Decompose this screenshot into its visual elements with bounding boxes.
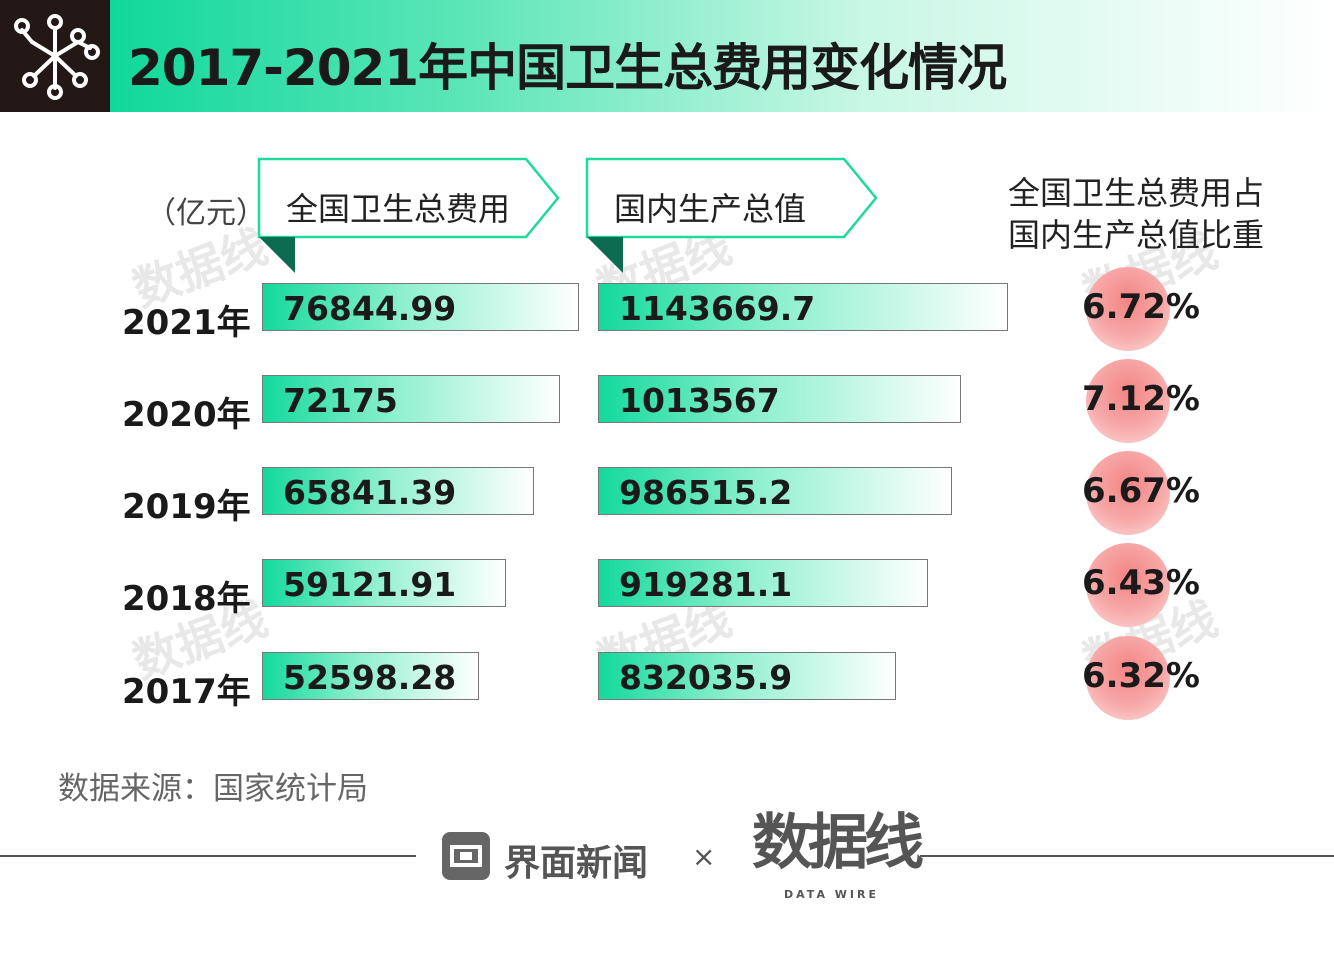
health-expense-header-label: 全国卫生总费用 [286, 190, 511, 228]
ratio-header: 全国卫生总费用占 国内生产总值比重 [1008, 172, 1264, 256]
header-arrow-tag [257, 157, 560, 273]
gdp-bar-value: 919281.1 [619, 565, 793, 604]
page-title: 2017-2021年中国卫生总费用变化情况 [128, 39, 1007, 97]
times-separator: × [692, 840, 716, 873]
ratio-value: 6.72% [1082, 287, 1200, 327]
gdp-bar-value: 986515.2 [619, 473, 793, 512]
ratio-value: 6.43% [1082, 563, 1200, 603]
header: 2017-2021年中国卫生总费用变化情况 [0, 0, 1334, 112]
gdp-bar: 986515.2 [598, 467, 952, 515]
gdp-bar: 1143669.7 [598, 283, 1008, 331]
gdp-bar-value: 832035.9 [619, 658, 793, 697]
data-source: 数据来源：国家统计局 [58, 771, 368, 807]
health-expense-bar-value: 52598.28 [283, 658, 457, 697]
health-expense-bar-value: 59121.91 [283, 565, 457, 604]
jiemian-brand-text: 界面新闻 [504, 843, 649, 884]
health-expense-bar: 76844.99 [262, 283, 579, 331]
health-expense-bar: 72175 [262, 375, 560, 423]
health-expense-bar: 59121.91 [262, 559, 506, 607]
gdp-bar: 832035.9 [598, 652, 896, 700]
gdp-bar-value: 1013567 [619, 381, 780, 420]
network-molecule-icon [14, 14, 100, 100]
header-arrow-tag [585, 157, 878, 273]
year-label: 2017年 [122, 672, 251, 712]
datawire-subtitle: DATA WIRE [784, 888, 879, 901]
gdp-bar-value: 1143669.7 [619, 289, 816, 328]
logo [0, 0, 110, 112]
ratio-circle [1086, 359, 1170, 443]
health-expense-bar-value: 72175 [283, 381, 398, 420]
gdp-header-label: 国内生产总值 [614, 190, 807, 228]
year-label: 2019年 [122, 487, 251, 527]
year-label: 2021年 [122, 303, 251, 343]
datawire-logo: 数据线 DATA WIRE [752, 808, 924, 901]
ratio-circle [1086, 267, 1170, 351]
ratio-value: 6.67% [1082, 471, 1200, 511]
health-expense-bar-value: 65841.39 [283, 473, 457, 512]
health-expense-bar-value: 76844.99 [283, 289, 457, 328]
unit-label: （亿元） [146, 196, 266, 231]
datawire-brand-text: 数据线 [752, 808, 924, 878]
ratio-value: 6.32% [1082, 656, 1200, 696]
gdp-bar: 1013567 [598, 375, 961, 423]
ratio-circle [1086, 451, 1170, 535]
ratio-header-line2: 国内生产总值比重 [1008, 216, 1265, 254]
health-expense-bar: 65841.39 [262, 467, 534, 515]
year-label: 2018年 [122, 579, 251, 619]
gdp-bar: 919281.1 [598, 559, 928, 607]
footer-divider [0, 855, 416, 857]
ratio-value: 7.12% [1082, 379, 1200, 419]
year-label: 2020年 [122, 395, 251, 435]
health-expense-bar: 52598.28 [262, 652, 479, 700]
jiemian-icon [442, 832, 490, 880]
ratio-circle [1086, 636, 1170, 720]
header-gradient [108, 0, 1334, 112]
footer-divider [920, 855, 1334, 857]
ratio-circle [1086, 543, 1170, 627]
ratio-header-line1: 全国卫生总费用占 [1008, 174, 1265, 212]
